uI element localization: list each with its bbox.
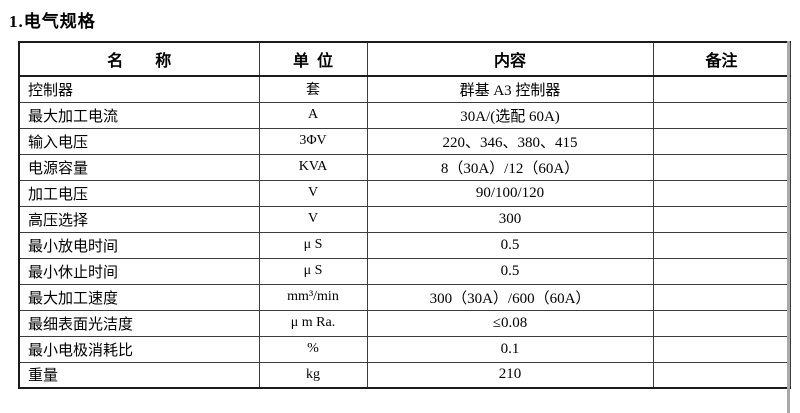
cell-remark: [652, 205, 791, 233]
table-row: 最大加工电流 A 30A/(选配 60A): [18, 101, 791, 129]
cell-unit: μ S: [258, 231, 368, 259]
cell-remark: [652, 179, 791, 207]
cell-content: 0.5: [366, 257, 654, 285]
col-header-name: 名 称: [18, 41, 260, 77]
cell-content: 0.5: [366, 231, 654, 259]
cell-name: 电源容量: [18, 153, 260, 181]
cell-remark: [652, 75, 791, 103]
cell-content: 0.1: [366, 335, 654, 363]
cell-content: 群基 A3 控制器: [366, 75, 654, 103]
cell-remark: [652, 335, 791, 363]
table-row: 最大加工速度 mm³/min 300（30A）/600（60A）: [18, 283, 791, 311]
cell-unit: μ m Ra.: [258, 309, 368, 337]
cell-content: 30A/(选配 60A): [366, 101, 654, 129]
cell-content: 300（30A）/600（60A）: [366, 283, 654, 311]
cell-unit: 套: [258, 75, 368, 103]
cell-content: 90/100/120: [366, 179, 654, 207]
cell-name: 输入电压: [18, 127, 260, 155]
cell-name: 最小放电时间: [18, 231, 260, 259]
table-row: 最小休止时间 μ S 0.5: [18, 257, 791, 285]
cell-remark: [652, 101, 791, 129]
table-row: 控制器套群基 A3 控制器: [18, 75, 791, 103]
table-row: 重量 kg 210: [18, 361, 791, 389]
table-row: 最小放电时间 μ S 0.5: [18, 231, 791, 259]
cell-name: 重量: [18, 361, 260, 389]
cell-name: 最大加工电流: [18, 101, 260, 129]
col-header-unit: 单 位: [258, 41, 368, 77]
cell-content: 8（30A）/12（60A）: [366, 153, 654, 181]
cell-name: 最小休止时间: [18, 257, 260, 285]
page-edge-line: [787, 41, 790, 413]
table-row: 高压选择 V 300: [18, 205, 791, 233]
cell-unit: %: [258, 335, 368, 363]
table-row: 最细表面光洁度 μ m Ra. ≤0.08: [18, 309, 791, 337]
cell-name: 最大加工速度: [18, 283, 260, 311]
cell-name: 加工电压: [18, 179, 260, 207]
cell-unit: kg: [258, 361, 368, 389]
cell-remark: [652, 153, 791, 181]
header-row: 名 称 单 位 内容 备注: [18, 41, 791, 77]
cell-unit: mm³/min: [258, 283, 368, 311]
col-header-remark: 备注: [652, 41, 791, 77]
table-row: 电源容量 KVA 8（30A）/12（60A）: [18, 153, 791, 181]
cell-remark: [652, 127, 791, 155]
cell-unit: A: [258, 101, 368, 129]
cell-unit: KVA: [258, 153, 368, 181]
cell-name: 最小电极消耗比: [18, 335, 260, 363]
table-row: 输入电压 3ΦV 220、346、380、415: [18, 127, 791, 155]
cell-name: 控制器: [18, 75, 260, 103]
spec-table: 名 称 单 位 内容 备注 控制器套群基 A3 控制器 最大加工电流 A 30A/(选…: [18, 41, 791, 389]
cell-unit: V: [258, 205, 368, 233]
cell-remark: [652, 257, 791, 285]
table-row: 加工电压 V 90/100/120: [18, 179, 791, 207]
cell-name: 最细表面光洁度: [18, 309, 260, 337]
cell-unit: V: [258, 179, 368, 207]
cell-remark: [652, 361, 791, 389]
cell-unit: 3ΦV: [258, 127, 368, 155]
cell-content: ≤0.08: [366, 309, 654, 337]
cell-content: 210: [366, 361, 654, 389]
cell-remark: [652, 283, 791, 311]
cell-content: 220、346、380、415: [366, 127, 654, 155]
table-row: 最小电极消耗比% 0.1: [18, 335, 791, 363]
section-title: 1.电气规格: [9, 12, 96, 31]
cell-remark: [652, 309, 791, 337]
cell-name: 高压选择: [18, 205, 260, 233]
cell-unit: μ S: [258, 257, 368, 285]
col-header-content: 内容: [366, 41, 654, 77]
cell-content: 300: [366, 205, 654, 233]
cell-remark: [652, 231, 791, 259]
